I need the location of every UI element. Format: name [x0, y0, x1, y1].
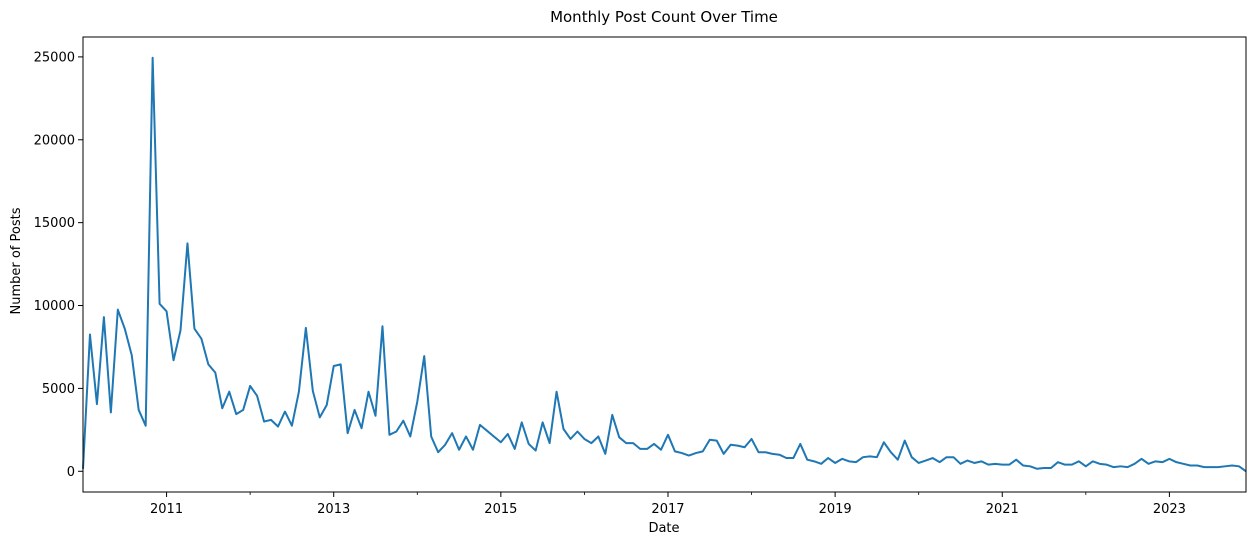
x-tick-label: 2019	[819, 502, 852, 517]
y-tick-label: 10000	[34, 299, 75, 314]
y-tick-label: 20000	[34, 133, 75, 148]
y-tick-label: 15000	[34, 216, 75, 231]
axes-frame	[82, 36, 1247, 493]
y-tick-label: 0	[67, 465, 75, 480]
x-tick-label: 2015	[484, 502, 517, 517]
series-line	[82, 56, 1247, 473]
plot-area: 0 5000 10000 15000 20000 25000 2011 2013 2015 201…	[34, 36, 1247, 517]
x-tick-label: 2011	[150, 502, 183, 517]
y-axis-title: Number of Posts	[9, 207, 24, 314]
y-tick-label: 25000	[34, 50, 75, 65]
x-tick-label: 2017	[651, 502, 684, 517]
x-tick-label: 2023	[1153, 502, 1186, 517]
y-tick-label: 5000	[42, 382, 75, 397]
chart-title: Monthly Post Count Over Time	[550, 8, 778, 26]
x-tick-label: 2013	[317, 502, 350, 517]
x-axis-title: Date	[648, 521, 679, 536]
x-tick-label: 2021	[986, 502, 1019, 517]
